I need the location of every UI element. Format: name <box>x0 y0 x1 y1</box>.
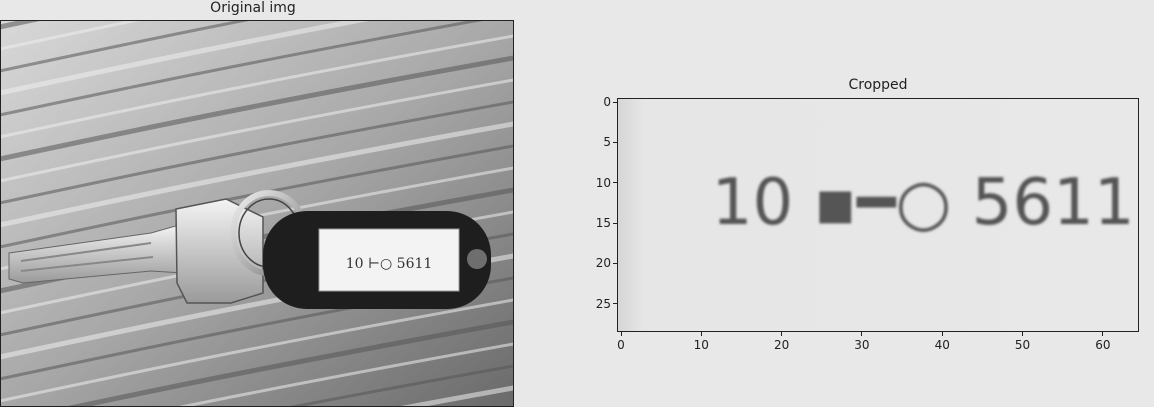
y-tick-mark <box>613 141 617 143</box>
y-tick-mark <box>613 222 617 224</box>
y-tick-label: 10 <box>595 175 611 190</box>
y-tick-label: 5 <box>603 135 611 150</box>
cropped-image: 10 ▪━○ 5611 <box>618 99 1138 331</box>
x-tick-mark <box>781 332 783 336</box>
original-image: 10 ⊢○ 5611 <box>1 21 513 406</box>
x-tick-label: 50 <box>1014 338 1031 352</box>
y-tick-label: 15 <box>595 216 611 231</box>
x-tick-label: 0 <box>617 338 625 352</box>
original-image-title: Original img <box>210 0 296 16</box>
x-tick-label: 30 <box>854 338 870 352</box>
y-tick-label: 0 <box>603 95 611 110</box>
x-tick-mark <box>700 332 702 336</box>
y-tick-mark <box>613 262 617 264</box>
y-tick-mark <box>613 303 617 305</box>
y-tick-label: 25 <box>595 296 611 311</box>
cropped-tag-text: 10 ▪━○ 5611 <box>712 166 1135 240</box>
cropped-image-panel: 10 ▪━○ 5611 <box>617 98 1139 332</box>
x-tick-mark <box>620 332 622 336</box>
y-tick-mark <box>613 101 617 103</box>
x-tick-label: 60 <box>1095 338 1111 352</box>
x-tick-label: 20 <box>773 338 790 352</box>
original-image-panel: 10 ⊢○ 5611 <box>0 20 514 407</box>
y-tick-mark <box>613 182 617 184</box>
x-tick-mark <box>1022 332 1024 336</box>
x-tick-mark <box>861 332 863 336</box>
x-tick-label: 10 <box>693 338 709 352</box>
key-tag-text: 10 ⊢○ 5611 <box>346 256 433 272</box>
cropped-image-title: Cropped <box>848 77 908 93</box>
x-tick-mark <box>1102 332 1104 336</box>
y-tick-label: 20 <box>595 256 611 271</box>
x-tick-mark <box>941 332 943 336</box>
x-tick-label: 40 <box>934 338 950 352</box>
